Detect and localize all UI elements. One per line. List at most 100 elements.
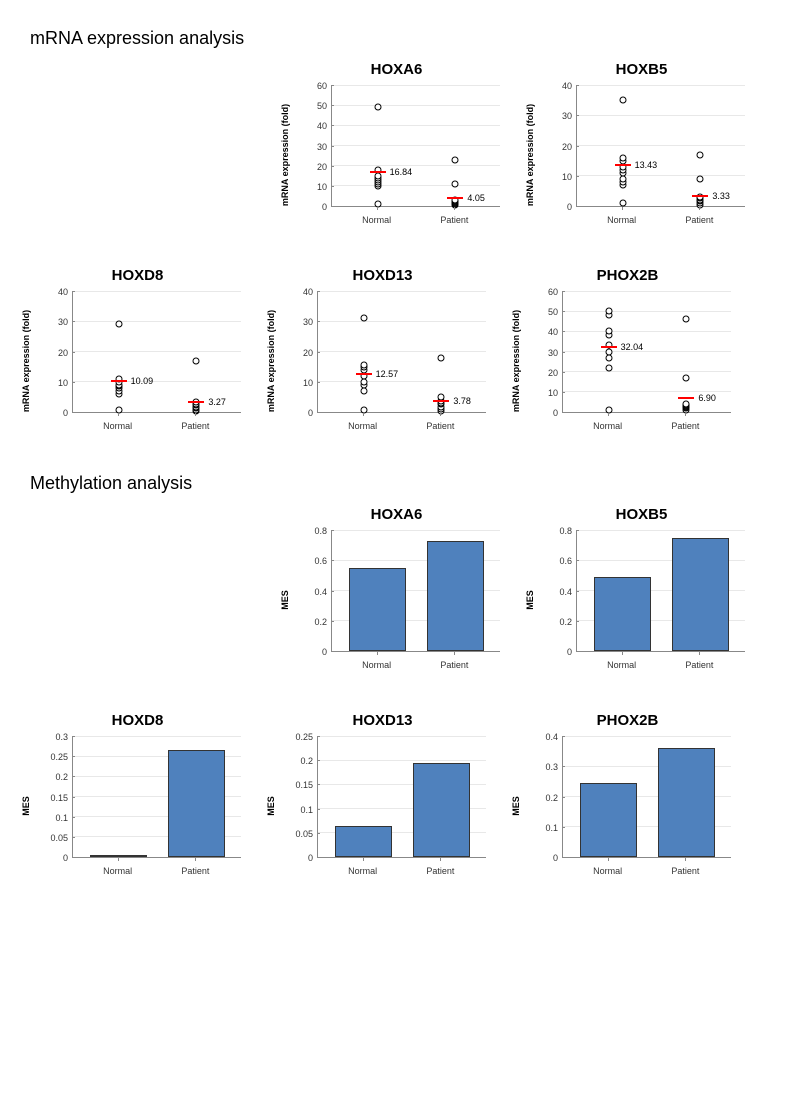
ytick-label: 30 [275, 317, 313, 327]
bar-hoxb5: HOXB5 00.20.40.60.8MESNormalPatient [534, 506, 749, 672]
yaxis-label: mRNA expression (fold) [21, 309, 31, 411]
xtick-label: Patient [181, 866, 209, 876]
ytick-label: 20 [289, 162, 327, 172]
ytick-label: 40 [520, 327, 558, 337]
mean-label: 3.78 [453, 396, 471, 406]
ytick-label: 0.25 [30, 752, 68, 762]
scatter-point [360, 315, 367, 322]
xtick-label: Normal [593, 421, 622, 431]
mean-label: 3.27 [208, 397, 226, 407]
ytick-label: 0.05 [275, 829, 313, 839]
ytick-label: 0 [275, 853, 313, 863]
ytick-label: 0.4 [520, 732, 558, 742]
ytick-label: 30 [534, 111, 572, 121]
scatter-point [193, 357, 200, 364]
bar [580, 783, 637, 857]
scatter-point [605, 406, 612, 413]
ytick-label: 0.2 [520, 793, 558, 803]
ytick-label: 0.3 [30, 732, 68, 742]
ytick-label: 0.05 [30, 833, 68, 843]
ytick-label: 0.15 [275, 780, 313, 790]
bar [335, 826, 392, 857]
scatter-point [115, 406, 122, 413]
ytick-label: 0.6 [289, 556, 327, 566]
chart-title: HOXB5 [534, 506, 749, 523]
mean-line [678, 397, 694, 399]
scatter-phox2b: PHOX2B 32.046.900102030405060mRNA expres… [520, 267, 735, 433]
scatter-point [683, 316, 690, 323]
ytick-label: 10 [30, 378, 68, 388]
mean-label: 4.05 [467, 193, 485, 203]
scatter-point [452, 180, 459, 187]
ytick-label: 40 [289, 121, 327, 131]
bar [349, 568, 406, 651]
chart-title: HOXB5 [534, 61, 749, 78]
ytick-label: 0 [30, 408, 68, 418]
mean-label: 13.43 [635, 160, 658, 170]
scatter-hoxb5: HOXB5 13.433.33010203040mRNA expression … [534, 61, 749, 227]
bar [413, 763, 470, 857]
ytick-label: 0 [275, 408, 313, 418]
ytick-label: 10 [520, 388, 558, 398]
scatter-point [374, 104, 381, 111]
chart-title: HOXD13 [275, 712, 490, 729]
scatter-point [452, 156, 459, 163]
ytick-label: 0.2 [30, 772, 68, 782]
xtick-label: Normal [362, 215, 391, 225]
ytick-label: 60 [520, 287, 558, 297]
scatter-point [605, 308, 612, 315]
ytick-label: 0.2 [534, 617, 572, 627]
ytick-label: 0 [534, 202, 572, 212]
bar [427, 541, 484, 651]
yaxis-label: mRNA expression (fold) [266, 309, 276, 411]
mean-line [356, 373, 372, 375]
mean-label: 10.09 [131, 376, 154, 386]
ytick-label: 20 [275, 348, 313, 358]
chart-title: HOXA6 [289, 61, 504, 78]
scatter-point [683, 400, 690, 407]
scatter-point [438, 354, 445, 361]
scatter-point [619, 175, 626, 182]
scatter-row-2: HOXD8 10.093.27010203040mRNA expression … [30, 267, 769, 433]
bar-hoxd13: HOXD13 00.050.10.150.20.25MESNormalPatie… [275, 712, 490, 878]
bar-phox2b: PHOX2B 00.10.20.30.4MESNormalPatient [520, 712, 735, 878]
mean-label: 3.33 [712, 191, 730, 201]
ytick-label: 30 [289, 142, 327, 152]
xtick-label: Normal [593, 866, 622, 876]
mean-label: 32.04 [621, 342, 644, 352]
ytick-label: 60 [289, 81, 327, 91]
yaxis-label: MES [280, 590, 290, 610]
scatter-point [683, 374, 690, 381]
ytick-label: 50 [289, 101, 327, 111]
ytick-label: 0 [534, 647, 572, 657]
ytick-label: 20 [534, 142, 572, 152]
bar [658, 748, 715, 857]
ytick-label: 40 [30, 287, 68, 297]
ytick-label: 0.2 [275, 756, 313, 766]
xtick-label: Patient [440, 660, 468, 670]
bar-hoxa6: HOXA6 00.20.40.60.8MESNormalPatient [289, 506, 504, 672]
ytick-label: 0 [520, 853, 558, 863]
xtick-label: Patient [440, 215, 468, 225]
ytick-label: 20 [520, 368, 558, 378]
scatter-point [115, 321, 122, 328]
ytick-label: 0.25 [275, 732, 313, 742]
ytick-label: 0.4 [289, 587, 327, 597]
yaxis-label: mRNA expression (fold) [280, 103, 290, 205]
scatter-point [360, 406, 367, 413]
ytick-label: 0.8 [534, 526, 572, 536]
scatter-point [619, 154, 626, 161]
ytick-label: 10 [289, 182, 327, 192]
mean-line [188, 401, 204, 403]
ytick-label: 20 [30, 348, 68, 358]
xtick-label: Normal [607, 660, 636, 670]
section-title-mrna: mRNA expression analysis [30, 28, 769, 49]
bar [594, 577, 651, 651]
xtick-label: Patient [426, 421, 454, 431]
ytick-label: 0 [30, 853, 68, 863]
scatter-point [697, 175, 704, 182]
xtick-label: Patient [426, 866, 454, 876]
scatter-point [619, 97, 626, 104]
xtick-label: Normal [348, 421, 377, 431]
chart-title: PHOX2B [520, 267, 735, 284]
